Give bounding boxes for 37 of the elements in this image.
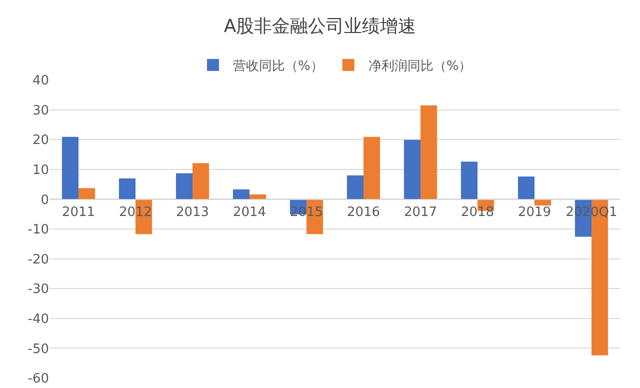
y-tick-label: -20 (28, 252, 49, 268)
y-tick-label: 40 (32, 74, 49, 89)
x-tick-label: 2020Q1 (566, 204, 618, 220)
bar (232, 189, 250, 200)
x-tick-label: 2015 (290, 204, 324, 220)
chart-title: A股非金融公司业绩增速 (224, 16, 416, 37)
bar (250, 194, 266, 200)
y-tick-label: 0 (40, 192, 49, 208)
y-tick-label: 20 (32, 133, 49, 148)
x-tick-label: 2017 (404, 204, 438, 220)
x-tick-label: 2016 (346, 204, 380, 220)
bar (62, 136, 78, 200)
x-tick-label: 2019 (518, 204, 552, 220)
y-tick-label: -40 (28, 312, 49, 327)
bar (518, 176, 534, 200)
bar (364, 136, 380, 200)
y-tick-label: 10 (32, 162, 49, 178)
bar (192, 163, 210, 200)
y-tick-label: -50 (28, 342, 49, 357)
x-tick-label: 2014 (232, 204, 266, 220)
y-tick-label: 30 (32, 103, 49, 118)
bar (78, 188, 96, 200)
bar (420, 105, 438, 200)
bar (346, 175, 364, 200)
x-tick-label: 2018 (460, 204, 494, 220)
bar (460, 162, 478, 200)
y-tick-label: -10 (28, 222, 49, 238)
legend-label: 净利润同比（%） (368, 59, 472, 74)
bar (118, 178, 136, 200)
x-tick-label: 2011 (62, 204, 96, 220)
bar (404, 140, 420, 200)
x-tick-label: 2013 (176, 204, 210, 220)
y-tick-label: -60 (28, 372, 49, 387)
x-tick-label: 2012 (118, 204, 152, 220)
bar (176, 173, 192, 200)
y-tick-label: -30 (28, 282, 49, 298)
legend-label: 营收同比（%） (233, 59, 324, 74)
